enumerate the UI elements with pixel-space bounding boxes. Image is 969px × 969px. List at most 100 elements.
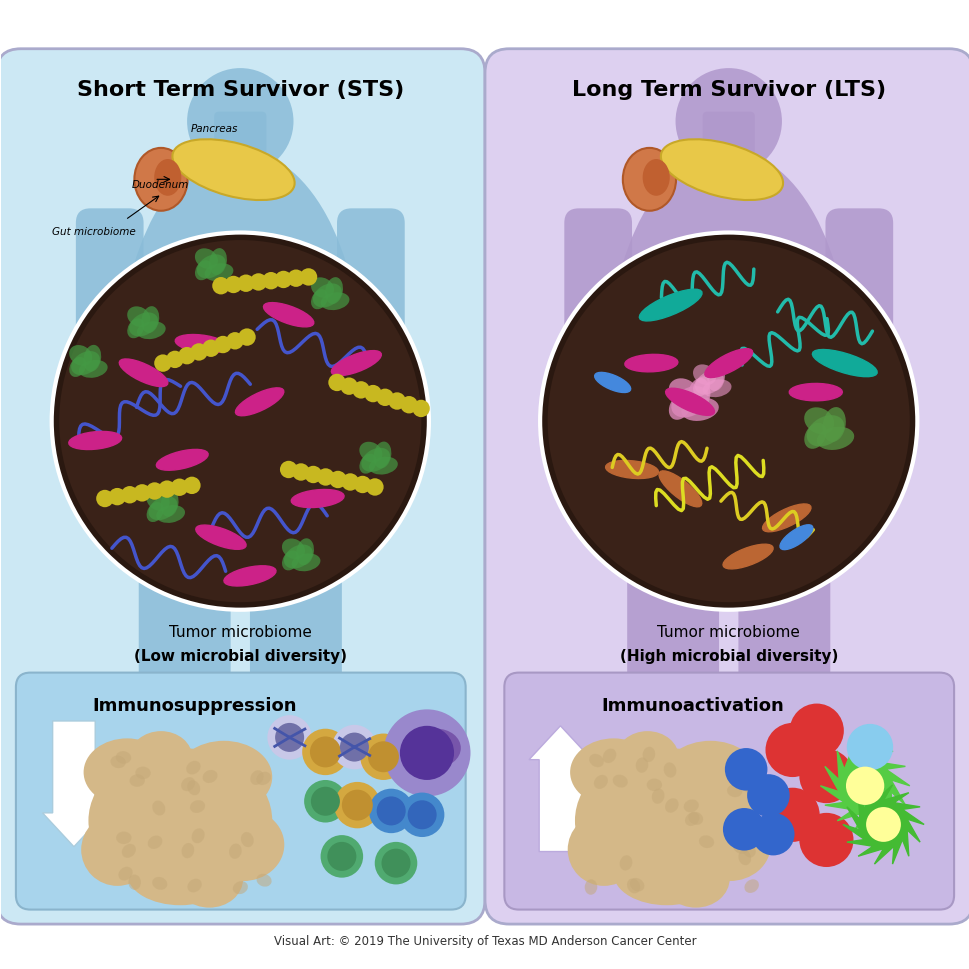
Circle shape: [333, 782, 380, 828]
Ellipse shape: [152, 800, 165, 816]
Circle shape: [399, 726, 453, 780]
Circle shape: [789, 703, 843, 758]
Circle shape: [317, 469, 334, 486]
Circle shape: [376, 390, 393, 407]
FancyBboxPatch shape: [250, 460, 341, 702]
Ellipse shape: [161, 490, 178, 517]
Ellipse shape: [71, 352, 100, 376]
Ellipse shape: [147, 835, 162, 849]
Circle shape: [145, 483, 163, 500]
Ellipse shape: [233, 881, 248, 894]
Circle shape: [374, 842, 417, 885]
Polygon shape: [119, 359, 168, 388]
Ellipse shape: [635, 758, 647, 773]
Circle shape: [331, 725, 376, 769]
Ellipse shape: [156, 506, 185, 523]
Ellipse shape: [146, 503, 164, 522]
Circle shape: [121, 486, 139, 504]
Ellipse shape: [256, 874, 271, 887]
Ellipse shape: [240, 832, 254, 847]
FancyBboxPatch shape: [336, 209, 404, 480]
Ellipse shape: [588, 754, 604, 767]
Ellipse shape: [135, 148, 187, 211]
Polygon shape: [224, 566, 276, 586]
Ellipse shape: [684, 812, 699, 827]
Text: (High microbial diversity): (High microbial diversity): [619, 648, 837, 663]
Circle shape: [328, 471, 346, 488]
FancyBboxPatch shape: [702, 112, 754, 180]
Ellipse shape: [629, 878, 643, 891]
Ellipse shape: [172, 141, 295, 201]
Ellipse shape: [127, 842, 234, 905]
Polygon shape: [196, 525, 246, 549]
Ellipse shape: [822, 408, 845, 443]
Circle shape: [765, 788, 819, 842]
Ellipse shape: [626, 879, 640, 893]
FancyBboxPatch shape: [627, 460, 718, 702]
Ellipse shape: [116, 831, 132, 844]
Circle shape: [302, 729, 348, 775]
Ellipse shape: [412, 729, 460, 767]
Polygon shape: [811, 350, 876, 377]
Ellipse shape: [359, 454, 376, 474]
Ellipse shape: [681, 398, 718, 422]
Ellipse shape: [688, 812, 703, 825]
Ellipse shape: [186, 761, 201, 774]
Circle shape: [412, 400, 429, 418]
Ellipse shape: [368, 457, 397, 475]
Polygon shape: [779, 525, 812, 550]
Ellipse shape: [742, 765, 758, 777]
Circle shape: [547, 241, 909, 603]
FancyBboxPatch shape: [504, 672, 953, 910]
Ellipse shape: [703, 380, 731, 397]
Ellipse shape: [726, 785, 741, 797]
Circle shape: [109, 488, 126, 506]
Circle shape: [96, 490, 113, 508]
Ellipse shape: [69, 358, 86, 378]
Ellipse shape: [593, 775, 608, 789]
Polygon shape: [842, 785, 923, 864]
Ellipse shape: [229, 844, 241, 859]
Ellipse shape: [661, 741, 758, 814]
Circle shape: [134, 484, 151, 502]
Text: Immunosuppression: Immunosuppression: [92, 696, 297, 714]
Ellipse shape: [311, 278, 333, 298]
Circle shape: [187, 69, 294, 175]
Ellipse shape: [803, 408, 833, 435]
Circle shape: [364, 386, 382, 403]
Ellipse shape: [141, 307, 159, 333]
Ellipse shape: [256, 772, 270, 785]
Circle shape: [214, 336, 232, 354]
Circle shape: [341, 474, 359, 491]
Ellipse shape: [737, 850, 750, 865]
Polygon shape: [665, 389, 714, 416]
Circle shape: [339, 733, 368, 762]
Ellipse shape: [187, 879, 202, 892]
Ellipse shape: [646, 779, 662, 792]
Ellipse shape: [148, 497, 177, 520]
Circle shape: [383, 709, 470, 797]
FancyArrow shape: [43, 721, 106, 847]
Ellipse shape: [602, 749, 615, 764]
Ellipse shape: [284, 545, 312, 569]
Ellipse shape: [115, 751, 131, 764]
Circle shape: [540, 234, 917, 610]
Circle shape: [237, 275, 255, 293]
Ellipse shape: [669, 394, 690, 421]
Ellipse shape: [671, 387, 708, 418]
Circle shape: [299, 269, 317, 287]
Circle shape: [275, 723, 304, 752]
Ellipse shape: [202, 809, 284, 881]
Circle shape: [407, 800, 436, 829]
Ellipse shape: [154, 160, 181, 197]
Ellipse shape: [203, 770, 217, 783]
Circle shape: [267, 715, 312, 760]
Ellipse shape: [806, 416, 843, 447]
Circle shape: [328, 374, 345, 391]
Polygon shape: [156, 450, 208, 471]
Polygon shape: [175, 335, 228, 354]
Circle shape: [376, 797, 405, 826]
Ellipse shape: [619, 856, 632, 870]
Ellipse shape: [641, 747, 655, 763]
Text: Gut microbiome: Gut microbiome: [51, 227, 136, 236]
